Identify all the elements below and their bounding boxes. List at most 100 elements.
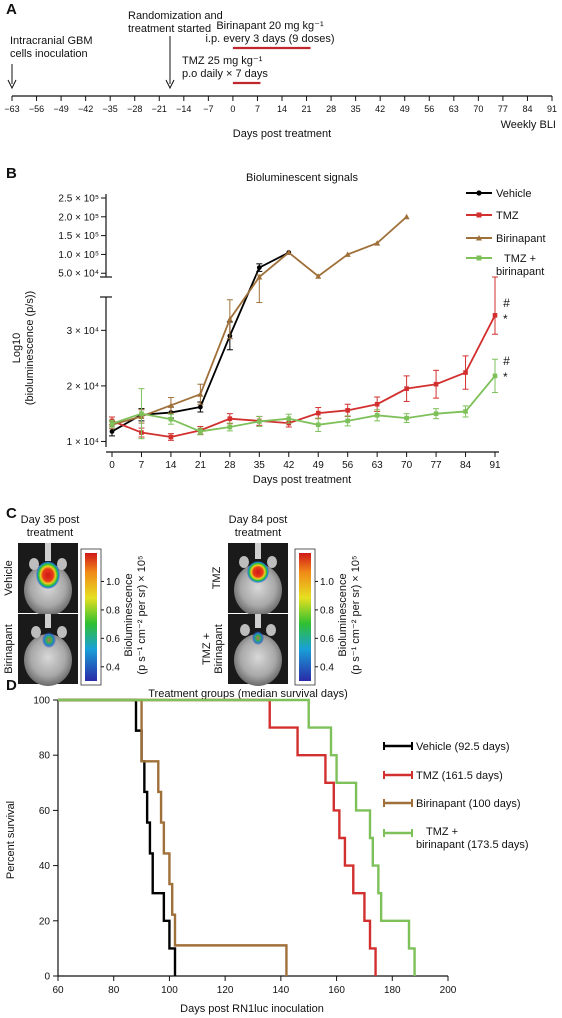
weekly-bli-label: Weekly BLI <box>501 119 556 131</box>
panel-label-c: C <box>6 505 17 522</box>
chart-d-legend: Vehicle (92.5 days) TMZ (161.5 days) Birin… <box>383 741 529 851</box>
annotation-star-tmz: * <box>503 312 508 326</box>
x-tick-label: 0 <box>109 460 115 471</box>
data-point <box>433 411 439 416</box>
timeline-tick-label: 28 <box>326 104 336 114</box>
legend-label: Vehicle (92.5 days) <box>416 741 510 753</box>
chart-d-xlabel: Days post RN1luc inoculation <box>180 1003 324 1015</box>
colorbar-gradient <box>85 553 97 681</box>
timeline-axis: −63 −56 −49 −42 −35 −28 −21 −14 −7 0 7 14 21 28 35 42 49… <box>4 95 557 114</box>
inoculation-label-line2: cells inoculation <box>10 48 88 60</box>
timeline-tick-label: 42 <box>375 104 385 114</box>
legend-marker <box>476 212 482 218</box>
y-tick-label: 1.0 × 10⁵ <box>58 250 99 261</box>
legend-marker <box>476 235 482 241</box>
data-point <box>463 370 468 375</box>
data-point <box>167 402 174 408</box>
y-tick-label: 100 <box>33 696 50 707</box>
data-point <box>315 422 321 428</box>
data-point <box>344 251 351 257</box>
y-tick-label: 40 <box>39 861 51 872</box>
x-tick-label: 56 <box>342 460 354 471</box>
colorbar-tick-label: 0.8 <box>320 605 334 616</box>
mouse-image-tmz <box>228 543 288 616</box>
colorbar-tick-label: 1.0 <box>320 577 334 588</box>
chart-b-title: Bioluminescent signals <box>246 172 358 184</box>
timeline-tick-label: 84 <box>522 104 532 114</box>
data-point <box>197 404 203 410</box>
randomization-arrow-head <box>165 79 175 90</box>
timeline-tick-label: −42 <box>78 104 93 114</box>
legend-label: Vehicle <box>496 188 531 200</box>
legend-label: TMZ + <box>426 826 458 838</box>
series-line-tmz <box>111 314 496 438</box>
timeline-tick-label: −7 <box>203 104 213 114</box>
data-point <box>433 381 439 387</box>
annotation-hash-tmz: # <box>503 296 510 310</box>
x-tick-label: 84 <box>460 460 472 471</box>
x-tick-label: 60 <box>52 985 64 996</box>
mouse-image-vehicle <box>18 543 78 616</box>
x-tick-label: 63 <box>372 460 384 471</box>
data-point <box>285 249 292 256</box>
legend-label: TMZ + <box>504 253 536 265</box>
colorbar-label-line2: (p s⁻¹ cm⁻² per sr) × 10⁵ <box>136 555 148 674</box>
timeline-tick-label: 70 <box>473 104 483 114</box>
survival-curve-tmz-birinapant-173-5-days- <box>58 698 416 976</box>
colorbar-gradient <box>299 553 311 681</box>
x-tick-label: 28 <box>224 460 236 471</box>
colorbar-tick-label: 0.8 <box>106 605 120 616</box>
legend-label: birinapant <box>496 266 544 278</box>
y-tick-label: 1 × 10⁴ <box>67 437 99 448</box>
x-tick-label: 21 <box>195 460 207 471</box>
bioluminescence-chart: Bioluminescent signals Log10 (biolumines… <box>11 172 546 486</box>
imaging-panel: Day 35 post treatment Day 84 post treatm… <box>3 514 362 686</box>
x-tick-label: 7 <box>139 460 145 471</box>
data-point <box>286 416 292 421</box>
timeline-tick-label: 77 <box>498 104 508 114</box>
legend-marker <box>476 190 482 196</box>
timeline-tick-label: 21 <box>302 104 312 114</box>
mouse-image-tmz-birinapant <box>228 614 288 686</box>
y-tick-label: 5.0 × 10⁴ <box>58 269 99 280</box>
data-point <box>257 419 262 424</box>
timeline-tick-label: −21 <box>152 104 167 114</box>
timeline-xlabel: Days post treatment <box>233 128 331 140</box>
data-point <box>404 415 409 421</box>
timeline-tick-label: 91 <box>547 104 557 114</box>
x-tick-label: 42 <box>283 460 295 471</box>
imaging-row-tmz: TMZ <box>211 566 223 589</box>
data-point <box>109 429 115 434</box>
inoculation-label-line1: Intracranial GBM <box>10 35 93 47</box>
y-tick-label: 3 × 10⁴ <box>67 326 99 337</box>
timeline-tick-label: 0 <box>230 104 235 114</box>
randomization-label-line1: Randomization and <box>128 10 223 22</box>
chart-d-title: Treatment groups (median survival days) <box>148 688 348 700</box>
colorbar-tick-label: 0.6 <box>320 634 334 645</box>
x-tick-label: 35 <box>254 460 266 471</box>
chart-b-xlabel: Days post treatment <box>253 474 351 486</box>
colorbar-tick-label: 0.4 <box>320 662 334 673</box>
tmz-dose-line2: p.o daily × 7 days <box>182 68 268 80</box>
data-point <box>374 401 380 407</box>
data-point <box>197 391 204 397</box>
chart-d-ylabel: Percent survival <box>5 801 17 879</box>
timeline-tick-label: −28 <box>127 104 142 114</box>
colorbar-tick-label: 0.4 <box>106 662 120 673</box>
timeline-tick-label: −35 <box>103 104 118 114</box>
data-point <box>374 240 381 246</box>
annotation-hash-combo: # <box>503 354 510 368</box>
survival-curve-vehicle-92-5-days- <box>58 698 177 976</box>
x-tick-label: 77 <box>431 460 443 471</box>
x-tick-label: 49 <box>313 460 325 471</box>
randomization-label-line2: treatment started <box>128 23 211 35</box>
legend-label: Birinapant (100 days) <box>416 798 521 810</box>
legend-marker <box>476 255 482 261</box>
x-tick-label: 100 <box>161 985 178 996</box>
imaging-row-vehicle: Vehicle <box>3 560 15 595</box>
x-tick-label: 200 <box>440 985 457 996</box>
imaging-right-title-line2: treatment <box>235 527 281 539</box>
